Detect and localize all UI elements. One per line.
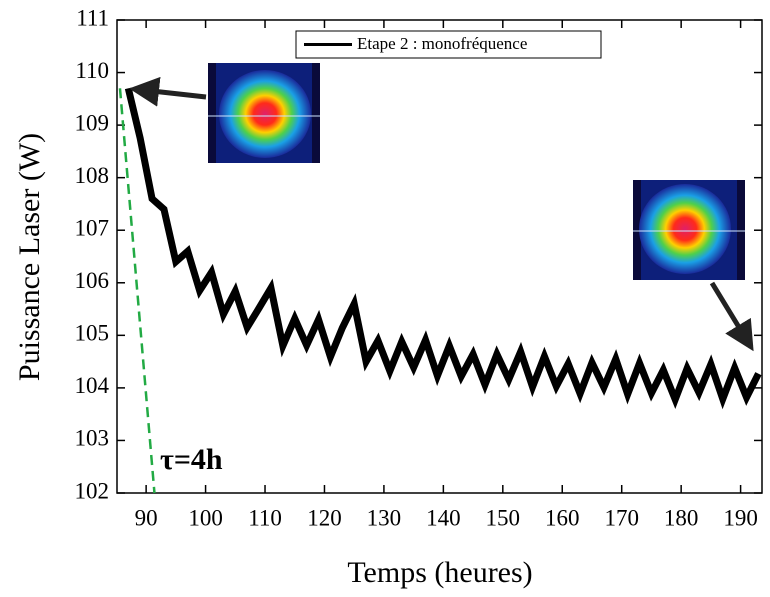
beam-image (633, 180, 745, 280)
x-tick-label: 180 (664, 505, 699, 530)
beam-image (208, 63, 320, 163)
arrow (129, 76, 207, 107)
fit-line (118, 88, 156, 494)
annotation: τ=4h (160, 443, 223, 476)
x-tick-label: 150 (486, 505, 521, 530)
legend-label: Etape 2 : monofréquence (357, 34, 527, 53)
x-axis-label: Temps (heures) (347, 556, 532, 589)
y-tick-label: 103 (75, 426, 110, 451)
y-tick-label: 104 (75, 373, 110, 398)
y-tick-label: 107 (75, 216, 110, 241)
arrow (709, 281, 754, 352)
x-tick-label: 160 (545, 505, 580, 530)
x-tick-label: 110 (248, 505, 282, 530)
x-tick-label: 120 (307, 505, 342, 530)
y-tick-label: 102 (75, 478, 110, 503)
x-tick-label: 190 (723, 505, 758, 530)
x-tick-label: 140 (426, 505, 461, 530)
y-tick-label: 108 (75, 163, 110, 188)
data-line (124, 87, 762, 410)
x-tick-label: 90 (135, 505, 158, 530)
y-tick-label: 106 (75, 268, 110, 293)
x-tick-label: 100 (188, 505, 223, 530)
x-tick-label: 170 (604, 505, 639, 530)
legend: Etape 2 : monofréquence (295, 30, 602, 59)
x-tick-label: 130 (367, 505, 402, 530)
y-tick-label: 109 (75, 110, 110, 135)
y-axis-label: Puissance Laser (W) (13, 133, 46, 381)
y-tick-label: 111 (76, 5, 109, 30)
y-tick-label: 105 (75, 321, 110, 346)
plot-frame (116, 19, 763, 494)
y-tick-label: 110 (75, 58, 109, 83)
